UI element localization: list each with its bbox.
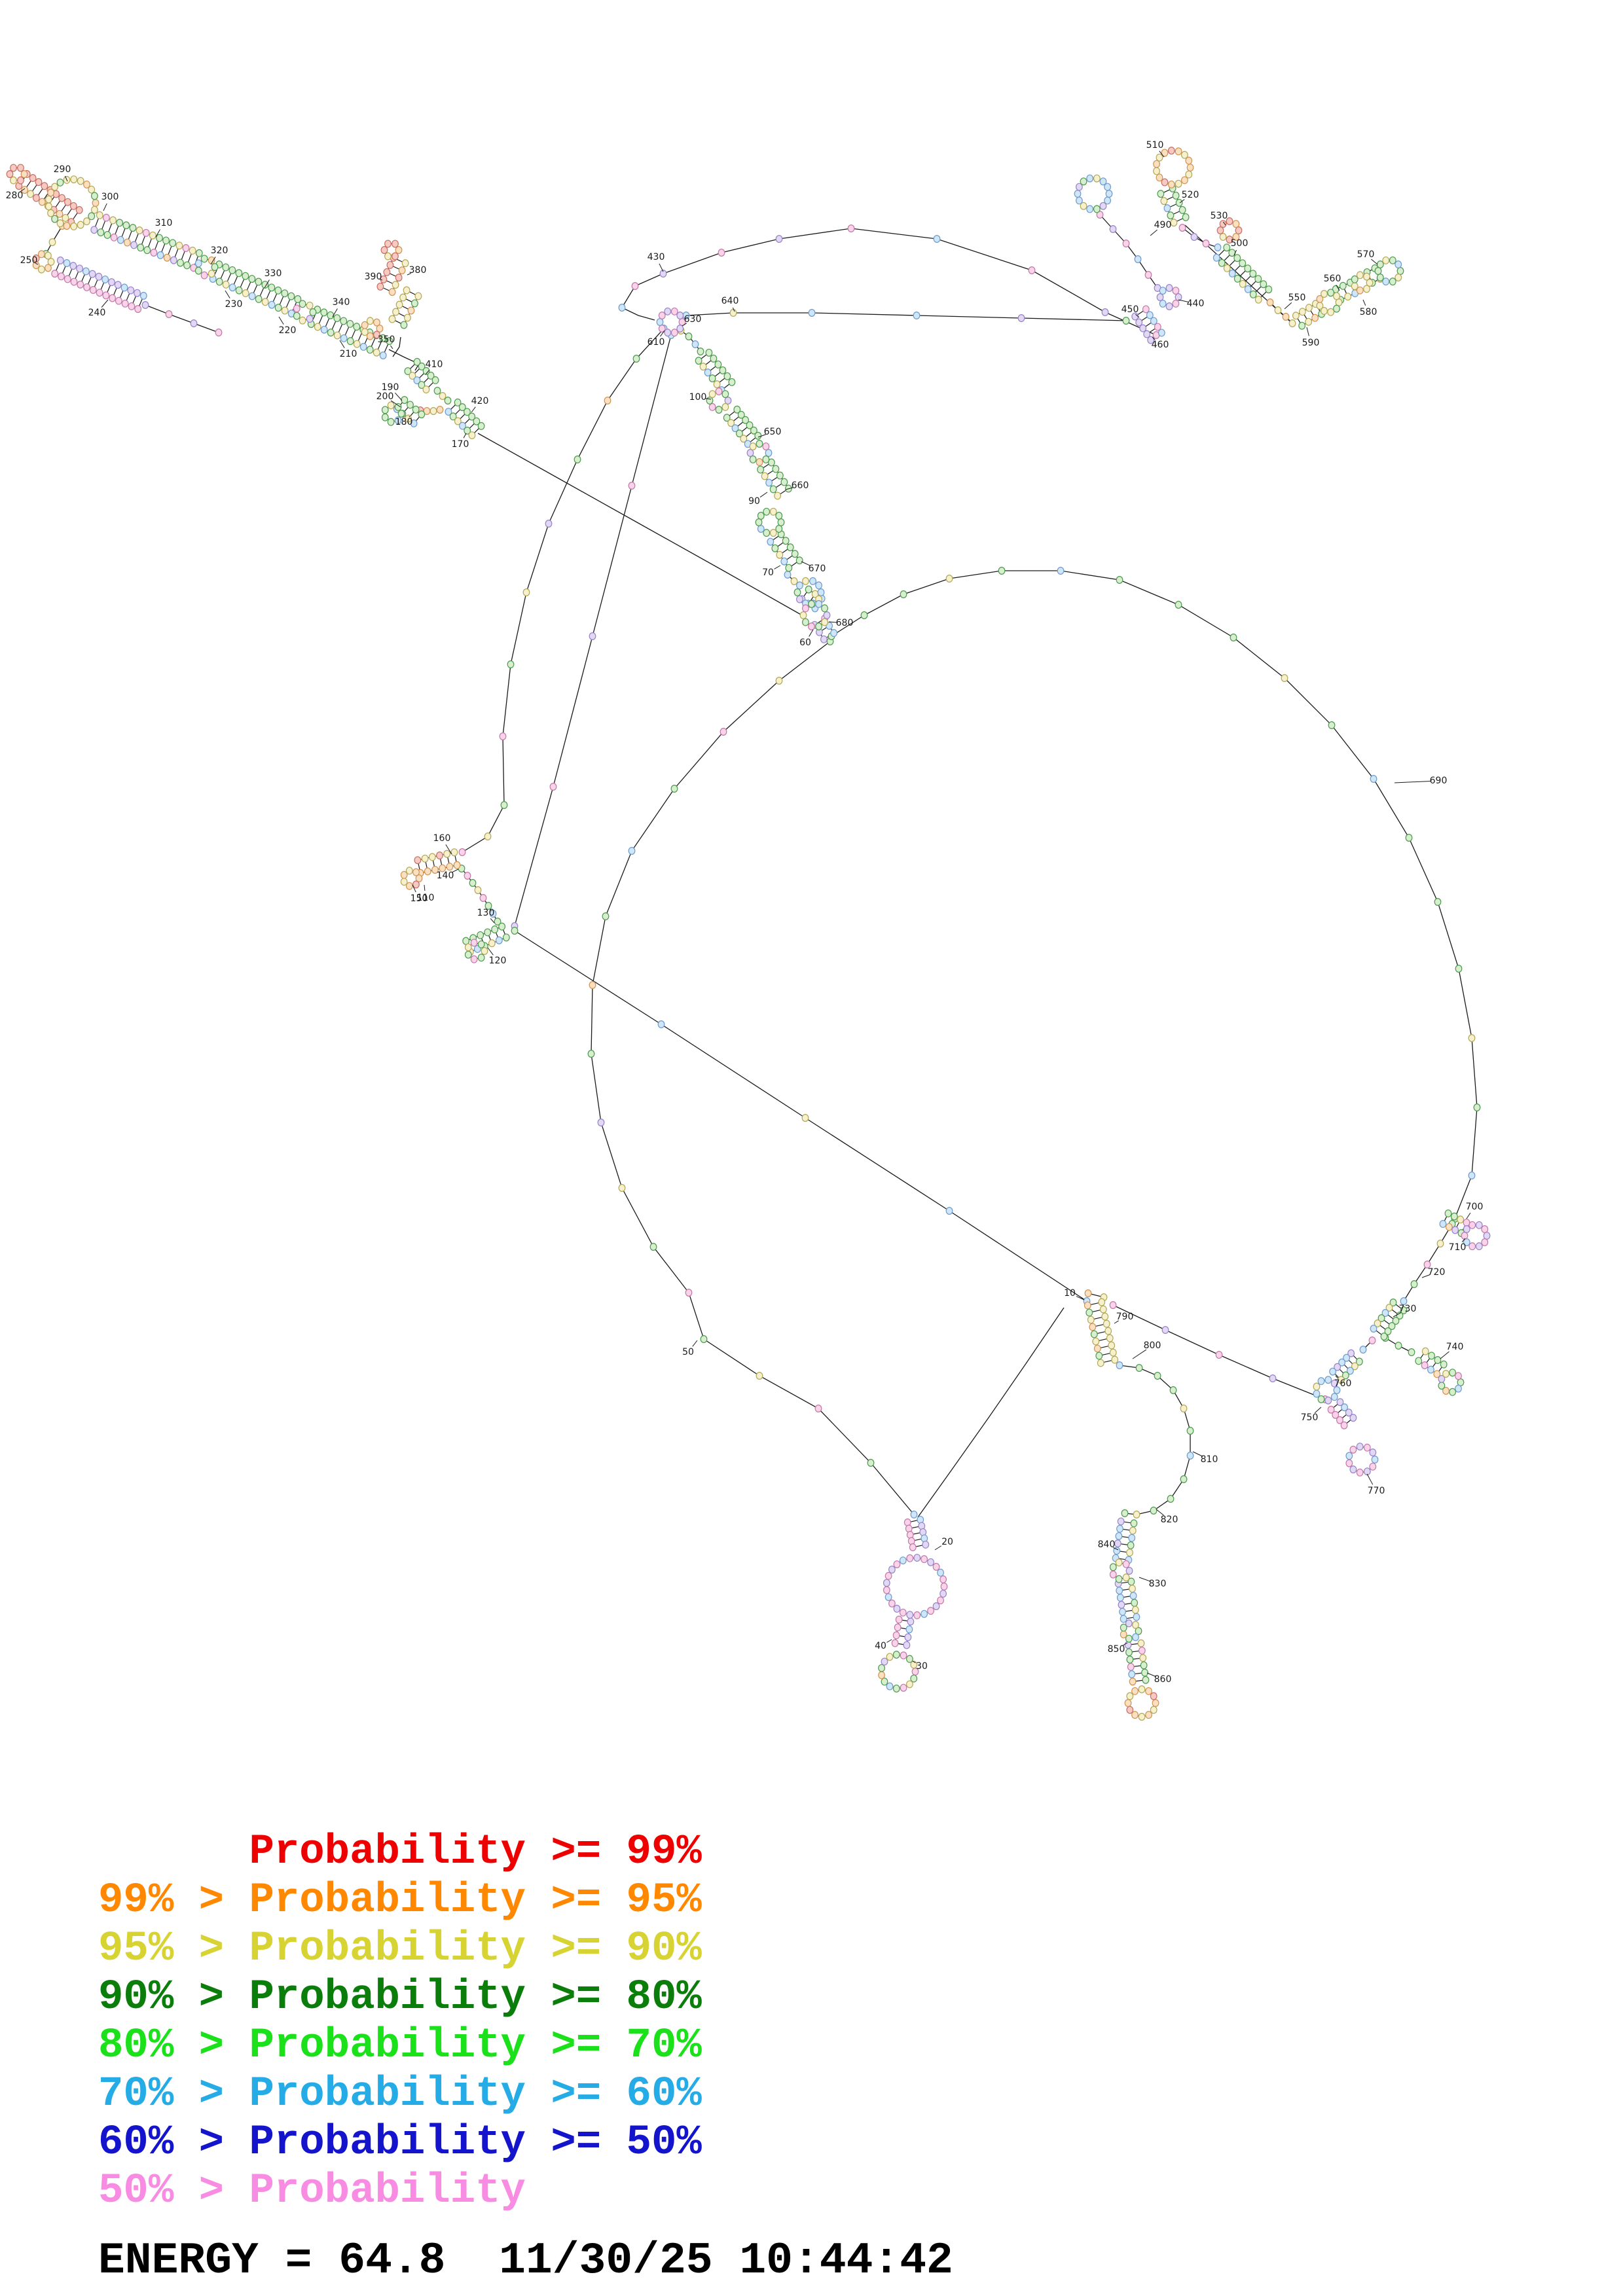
residue-number-label: 120 [489,956,507,966]
residue-number-label: 700 [1466,1202,1484,1212]
residue-number-label: 210 [340,349,357,359]
residue-number-label: 410 [426,359,443,370]
residue-number-label: 100 [689,392,707,403]
residue-number-label: 190 [382,382,399,393]
residue-number-label: 430 [647,252,665,262]
residue-number-label: 580 [1360,307,1377,317]
residue-number-label: 170 [452,439,469,450]
residue-number-label: 820 [1161,1515,1178,1525]
residue-number-label: 500 [1231,238,1249,249]
legend-row-60: 70% > Probability >= 60% [98,2071,702,2118]
residue-number-label: 690 [1430,776,1448,786]
energy-timestamp-line: ENERGY = 64.8 11/30/25 10:44:42 [98,2236,953,2286]
residue-number-label: 150 [410,893,428,904]
residue-number-label: 630 [684,314,702,325]
residue-number-label: 90 [748,496,760,507]
residue-number-label: 710 [1449,1242,1467,1253]
legend-row-70: 80% > Probability >= 70% [98,2022,702,2070]
residue-number-label: 810 [1201,1454,1218,1465]
nucleotide-dots [6,147,1491,1721]
residue-number-label: 670 [809,564,826,574]
structure-layer: 290 280 300 250 240 310 320 330 340 230 220 210 390 3… [6,140,1491,1721]
legend-row-50: 60% > Probability >= 50% [98,2119,702,2166]
residue-number-label: 840 [1098,1539,1116,1550]
legend-row-99: Probability >= 99% [98,1829,702,1876]
residue-number-label: 440 [1187,298,1205,309]
residue-number-labels: 290 280 300 250 240 310 320 330 340 230 220 210 390 3… [6,140,1484,1685]
residue-number-label: 460 [1152,340,1169,350]
residue-number-label: 770 [1368,1486,1385,1496]
residue-number-label: 750 [1301,1412,1319,1423]
residue-number-label: 30 [916,1661,928,1672]
legend-row-95: 99% > Probability >= 95% [98,1877,702,1924]
residue-number-label: 240 [88,308,106,318]
residue-number-label: 550 [1288,293,1306,303]
residue-number-label: 40 [875,1641,886,1651]
residue-number-label: 250 [20,255,38,266]
residue-number-label: 450 [1122,304,1139,315]
residue-number-label: 50 [682,1347,694,1357]
residue-number-label: 790 [1116,1312,1134,1322]
residue-number-label: 10 [1064,1288,1076,1299]
residue-number-label: 590 [1302,338,1320,348]
residue-number-label: 160 [433,833,451,844]
residue-number-label: 570 [1357,249,1375,260]
residue-number-label: 730 [1399,1304,1417,1314]
residue-number-label: 220 [279,325,297,336]
residue-number-label: 510 [1146,140,1164,151]
residue-number-label: 420 [471,396,489,406]
residue-number-label: 720 [1428,1267,1446,1278]
residue-number-label: 130 [477,908,495,918]
residue-number-label: 290 [54,164,71,175]
residue-number-label: 660 [792,480,809,491]
residue-number-label: 70 [762,567,774,578]
residue-number-label: 20 [941,1537,953,1547]
residue-number-label: 330 [264,268,282,279]
residue-number-label: 850 [1108,1644,1125,1655]
legend-row-80: 90% > Probability >= 80% [98,1974,702,2021]
legend-row-below-50: 50% > Probability [98,2168,526,2215]
residue-number-label: 740 [1446,1342,1464,1352]
residue-number-label: 530 [1211,211,1228,221]
residue-number-label: 830 [1149,1579,1167,1589]
residue-number-label: 800 [1144,1340,1161,1351]
residue-number-label: 200 [376,391,394,402]
residue-number-label: 650 [764,427,782,437]
residue-number-label: 640 [721,296,739,306]
residue-number-label: 340 [333,297,350,308]
residue-number-label: 110 [417,893,435,903]
residue-number-label: 280 [6,190,24,201]
residue-number-label: 230 [225,299,243,310]
legend-row-90: 95% > Probability >= 90% [98,1926,702,1973]
residue-number-label: 300 [101,192,119,202]
residue-number-label: 760 [1334,1378,1352,1389]
residue-number-label: 610 [647,337,665,348]
residue-number-label: 680 [836,618,854,628]
residue-number-label: 490 [1154,220,1172,230]
residue-number-label: 310 [155,218,173,228]
backbone-lines [9,150,1487,1717]
residue-number-label: 320 [211,245,228,256]
residue-number-label: 860 [1154,1674,1172,1685]
residue-number-label: 140 [437,870,454,881]
probability-legend: Probability >= 99% 99% > Probability >= … [98,1829,702,2215]
residue-number-label: 350 [378,334,395,345]
residue-number-label: 520 [1182,190,1199,200]
residue-number-label: 390 [365,272,382,282]
residue-number-label: 180 [395,417,413,427]
residue-number-label: 560 [1324,274,1341,284]
residue-number-label: 380 [409,265,427,276]
residue-number-label: 60 [799,637,811,648]
